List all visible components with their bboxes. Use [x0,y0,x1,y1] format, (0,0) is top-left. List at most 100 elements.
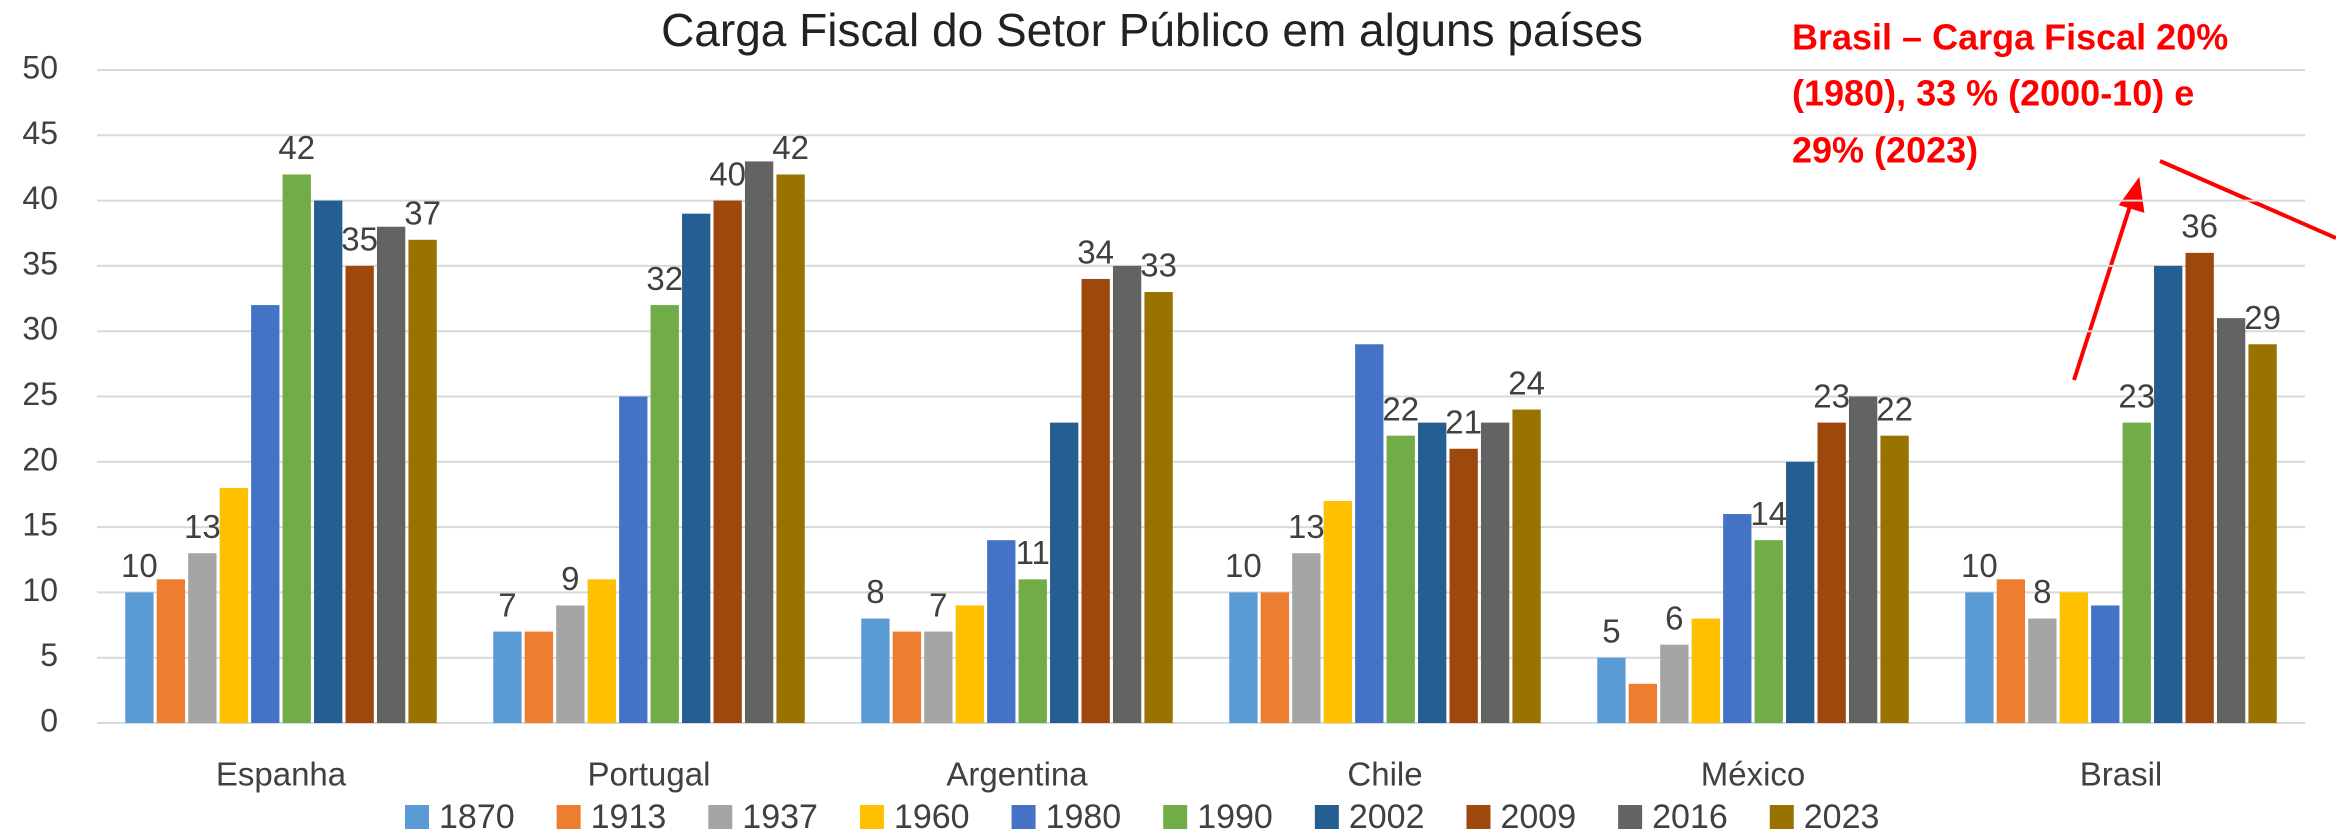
bar [2091,605,2120,723]
legend-label: 1990 [1197,798,1273,834]
data-label: 13 [1288,508,1325,545]
data-label: 23 [1813,377,1850,414]
legend-swatch [1466,805,1491,829]
bar [682,213,711,723]
data-label: 21 [1445,403,1482,440]
y-tick-label: 40 [22,180,58,216]
data-label: 40 [709,155,746,192]
x-tick-label: Argentina [946,756,1088,793]
bar [1112,265,1142,723]
bar [408,239,437,723]
y-tick-label: 5 [40,637,58,673]
data-label: 35 [341,221,378,258]
legend-label: 1913 [591,798,667,834]
annotation: 29% (2023) [1792,130,1978,171]
y-tick-label: 30 [22,311,58,347]
y-tick-label: 35 [22,245,58,281]
bar [219,487,248,723]
x-tick-label: Portugal [588,756,711,793]
data-label: 10 [1225,547,1262,584]
y-tick-label: 10 [22,572,58,608]
data-label: 13 [184,508,221,545]
bar [1848,396,1878,723]
data-label: 42 [278,129,315,166]
bar [1754,540,1783,723]
bar [1660,644,1689,723]
data-label: 36 [2181,208,2218,245]
bar [2122,422,2151,723]
bar [1050,422,1079,723]
bar [587,579,616,723]
legend-label: 1870 [439,798,515,834]
annotation: Brasil – Carga Fiscal 20% [1792,17,2228,58]
legend-label: 2016 [1652,798,1728,834]
bar [2185,252,2214,723]
legend-label: 2009 [1500,798,1576,834]
bar [1512,409,1541,723]
data-label: 10 [1961,547,1998,584]
bar [493,631,522,723]
bar [1817,422,1846,723]
bar [924,631,953,723]
bar [345,265,374,723]
legend-swatch [1618,805,1643,829]
legend-swatch [859,805,884,829]
bar [955,605,984,723]
data-label: 9 [561,560,579,597]
data-label: 24 [1508,364,1545,401]
data-label: 42 [772,129,809,166]
data-label: 22 [1382,390,1419,427]
legend-swatch [1011,805,1036,829]
bar [2216,318,2246,723]
legend-label: 2002 [1349,798,1425,834]
bar [892,631,922,723]
bar [1418,422,1447,723]
bar [2248,344,2277,723]
bar [1229,592,1258,723]
data-label: 14 [1750,495,1787,532]
legend-label: 2023 [1804,798,1880,834]
bar [556,605,585,723]
bar [1786,461,1815,723]
bar [713,200,742,724]
data-label: 33 [1140,247,1177,284]
y-tick-label: 45 [22,115,58,151]
bar [1449,448,1478,723]
bar [282,174,311,724]
data-label: 7 [929,586,947,623]
data-label: 11 [1016,534,1050,571]
bar [619,396,648,723]
bar [2028,618,2057,723]
legend-swatch [708,805,733,829]
bar [376,226,406,723]
bar [1355,344,1384,723]
bar [188,553,217,723]
bar [987,540,1016,723]
data-label: 34 [1077,234,1114,271]
data-label: 8 [866,573,884,610]
bar [861,618,890,723]
bar [1292,553,1321,723]
bar [1480,422,1510,723]
bar [650,305,679,723]
chart-title: Carga Fiscal do Setor Público em alguns … [661,4,1643,56]
bar [125,592,154,723]
bar [1386,435,1415,723]
data-label: 6 [1665,599,1683,636]
data-label: 10 [121,547,158,584]
bar [1691,618,1720,723]
bar [1996,579,2026,723]
legend-swatch [405,805,429,829]
y-tick-label: 25 [22,376,58,412]
bar [1018,579,1047,723]
bar [2154,265,2183,723]
y-tick-label: 50 [22,49,58,85]
bar [251,305,280,723]
y-tick-label: 20 [22,441,58,477]
y-tick-label: 0 [40,702,58,738]
data-label: 5 [1602,612,1620,649]
bar [156,579,186,723]
data-label: 8 [2033,573,2051,610]
legend-swatch [1314,805,1339,829]
